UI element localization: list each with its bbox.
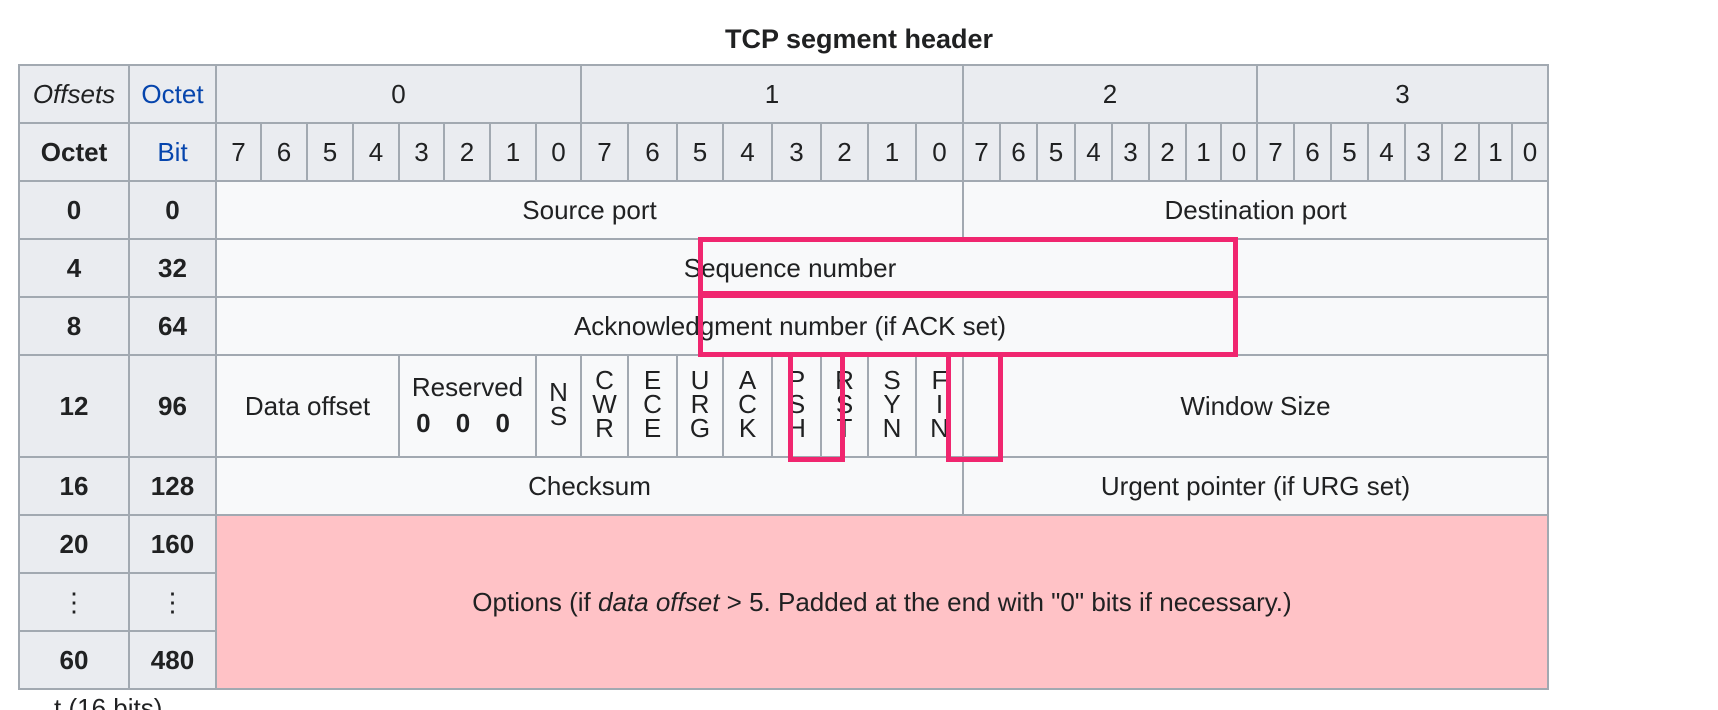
field-source-port: Source port (215, 180, 964, 240)
sequence-number-label: Sequence number (683, 252, 897, 283)
field-checksum: Checksum (215, 456, 964, 516)
bit-label: 5 (1330, 122, 1369, 182)
field-destination-port: Destination port (962, 180, 1549, 240)
bit-label: 4 (1074, 122, 1113, 182)
octet-row-header: Octet (18, 122, 130, 182)
table-row: 20 160 Options (if data offset > 5. Padd… (18, 514, 1549, 690)
bit-label: 7 (962, 122, 1001, 182)
bit-label: 2 (443, 122, 491, 182)
row-octet-offset: 16 (18, 456, 130, 516)
bit-label: 2 (820, 122, 869, 182)
bit-label: 6 (1293, 122, 1332, 182)
octet-header-link[interactable]: Octet (128, 64, 217, 124)
table-caption: TCP segment header (724, 24, 994, 54)
header-row-octets: Offsets Octet 0 1 2 3 (18, 64, 1549, 124)
tcp-header-table: Offsets Octet 0 1 2 3 Octet Bit 7 6 5 4 … (18, 64, 1549, 690)
field-urgent-pointer: Urgent pointer (if URG set) (962, 456, 1549, 516)
bit-label: 7 (215, 122, 262, 182)
row-bit-offset: 64 (128, 296, 217, 356)
bit-label: 0 (535, 122, 582, 182)
row-octet-offset: 8 (18, 296, 130, 356)
table-row: 4 32 Sequence number (18, 238, 1549, 298)
bit-label: 3 (771, 122, 822, 182)
bit-label: 4 (352, 122, 400, 182)
bit-label: 7 (1256, 122, 1295, 182)
bit-label: 6 (999, 122, 1038, 182)
reserved-bits: 0 0 0 (416, 408, 519, 438)
field-reserved: Reserved 0 0 0 (398, 354, 537, 458)
bit-label: 0 (1511, 122, 1549, 182)
row-octet-offset: 12 (18, 354, 130, 458)
bit-label: 7 (580, 122, 629, 182)
options-italic: data offset (598, 586, 720, 617)
table-row: 16 128 Checksum Urgent pointer (if URG s… (18, 456, 1549, 516)
bit-label: 2 (1441, 122, 1480, 182)
bit-label: 2 (1148, 122, 1187, 182)
row-bit-offset: 0 (128, 180, 217, 240)
bit-label: 1 (1478, 122, 1513, 182)
octet-group-1: 1 (580, 64, 964, 124)
bit-label: 1 (867, 122, 917, 182)
field-options: Options (if data offset > 5. Padded at t… (215, 514, 1549, 690)
row-bit-offset: ⋮ (128, 572, 217, 632)
row-bit-offset: 480 (128, 630, 217, 690)
field-window-size: Window Size (962, 354, 1549, 458)
row-octet-offset: 4 (18, 238, 130, 298)
table-row: 60 480 (18, 630, 1548, 690)
table-row: 8 64 Acknowledgment number (if ACK set) (18, 296, 1549, 356)
bit-label: 5 (1036, 122, 1076, 182)
row-bit-offset: 32 (128, 238, 217, 298)
bit-header-link[interactable]: Bit (128, 122, 217, 182)
field-data-offset: Data offset (215, 354, 400, 458)
bit-label: 0 (1220, 122, 1258, 182)
bit-label: 4 (722, 122, 773, 182)
octet-group-2: 2 (962, 64, 1258, 124)
field-sequence-number: Sequence number (215, 238, 1549, 298)
reserved-label: Reserved (411, 372, 524, 402)
octet-group-3: 3 (1256, 64, 1549, 124)
table-row: ⋮ ⋮ (18, 572, 1548, 632)
header-row-bits: Octet Bit 7 6 5 4 3 2 1 0 7 6 5 4 3 2 1 … (18, 122, 1549, 182)
table-row: 0 0 Source port Destination port (18, 180, 1549, 240)
row-bit-offset: 128 (128, 456, 217, 516)
octet-group-0: 0 (215, 64, 582, 124)
bit-label: 6 (260, 122, 308, 182)
row-bit-offset: 96 (128, 354, 217, 458)
row-bit-offset: 160 (128, 514, 217, 574)
partial-text: …t (16 bits) (28, 695, 163, 710)
offsets-header: Offsets (18, 64, 130, 124)
bit-label: 5 (306, 122, 354, 182)
bit-label: 5 (676, 122, 724, 182)
bit-label: 1 (489, 122, 537, 182)
bit-label: 6 (627, 122, 678, 182)
options-prefix: Options (if (472, 586, 599, 617)
acknowledgment-number-label: Acknowledgment number (if ACK set) (573, 310, 1007, 341)
row-octet-offset: 0 (18, 180, 130, 240)
bit-label: 3 (398, 122, 445, 182)
bit-label: 1 (1185, 122, 1222, 182)
options-suffix: > 5. Padded at the end with "0" bits if … (719, 586, 1292, 617)
bit-label: 3 (1404, 122, 1443, 182)
bit-label: 3 (1111, 122, 1150, 182)
bit-label: 4 (1367, 122, 1406, 182)
row-octet-offset: 20 (18, 514, 130, 574)
row-octet-offset: 60 (18, 630, 130, 690)
row-octet-offset: ⋮ (18, 572, 130, 632)
field-acknowledgment-number: Acknowledgment number (if ACK set) (215, 296, 1549, 356)
bit-label: 0 (915, 122, 964, 182)
